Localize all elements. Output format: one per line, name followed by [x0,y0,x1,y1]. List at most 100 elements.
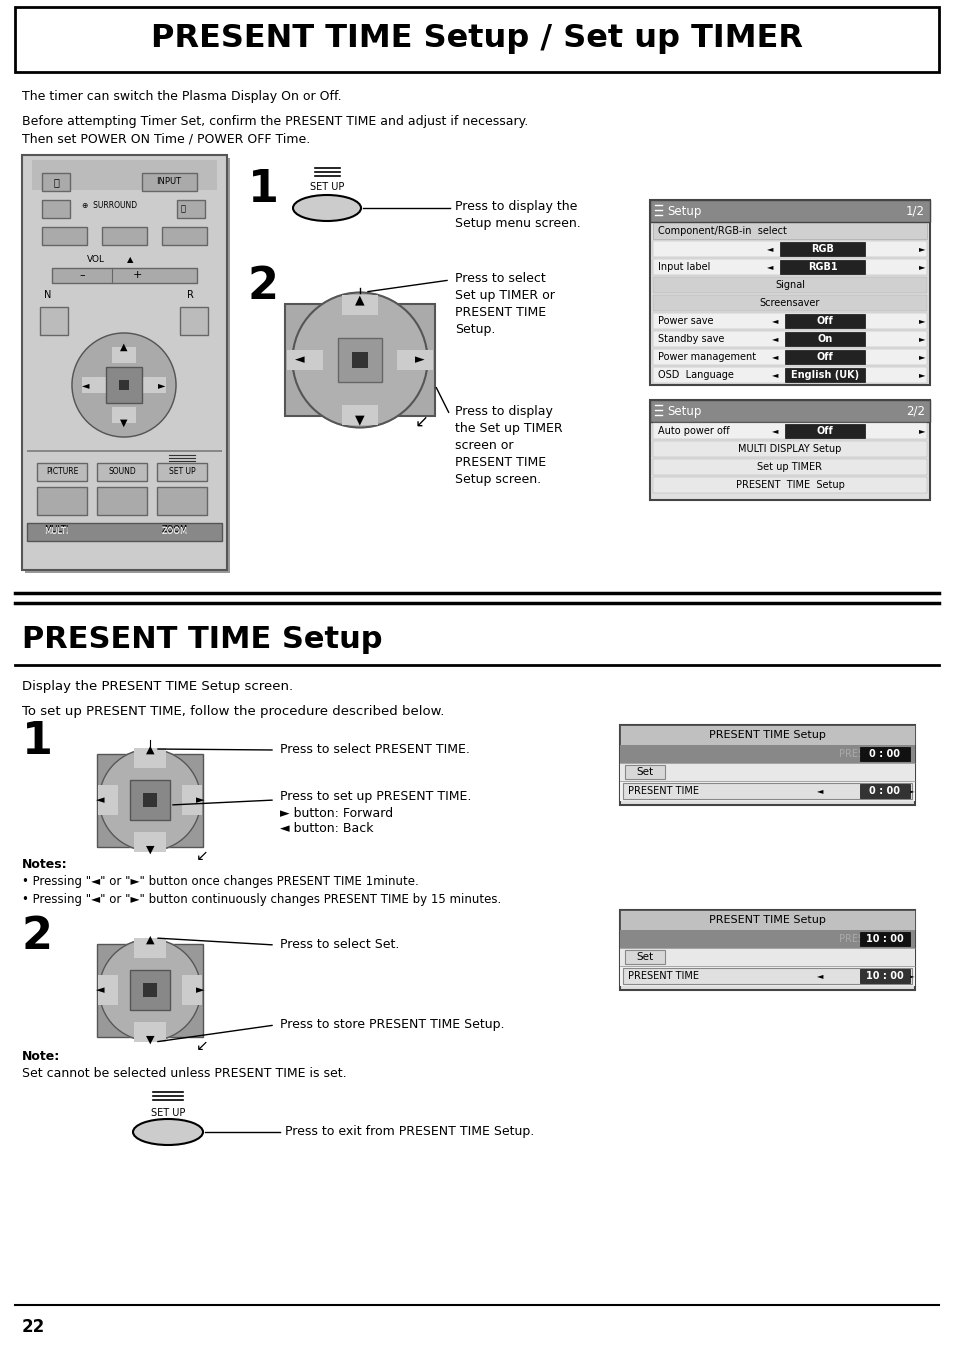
Bar [622,969,911,984]
Text: Signal: Signal [774,280,804,290]
Bar [649,400,929,422]
Bar [22,155,227,570]
Bar [133,832,166,852]
Bar [780,259,864,274]
Bar [106,367,142,403]
Text: PRESENT TIME Setup: PRESENT TIME Setup [22,626,382,654]
Text: ⊕  SURROUND: ⊕ SURROUND [82,201,137,211]
Text: 22: 22 [22,1319,45,1336]
Bar [652,313,926,330]
Text: ◄: ◄ [771,335,778,343]
Text: PRESENT  TIME  Setup: PRESENT TIME Setup [735,480,843,490]
Text: ►: ► [195,985,204,994]
Text: Press to exit from PRESENT TIME Setup.: Press to exit from PRESENT TIME Setup. [285,1125,534,1138]
Circle shape [293,293,427,427]
Text: ◄: ◄ [82,380,90,390]
Text: ◄: ◄ [771,353,778,362]
Text: Setup: Setup [666,404,700,417]
Bar [624,950,664,965]
Text: SET UP: SET UP [151,1108,185,1119]
Text: Press to display the
Setup menu screen.: Press to display the Setup menu screen. [455,200,580,230]
Text: ►: ► [158,380,166,390]
Text: ►: ► [918,316,924,326]
Text: ► button: Forward: ► button: Forward [280,807,393,820]
Text: MULTI DISPLAY Setup: MULTI DISPLAY Setup [738,444,841,454]
Bar [652,223,926,239]
Text: –: – [79,270,85,280]
Ellipse shape [293,195,360,222]
Bar [649,200,929,385]
Bar [27,450,222,453]
Bar [180,307,208,335]
Bar [143,984,157,997]
Text: 10 : 00: 10 : 00 [865,934,902,944]
Text: R: R [187,290,193,300]
Text: 0 : 00: 0 : 00 [868,786,900,796]
Text: PRESENT TIME Setup: PRESENT TIME Setup [708,915,824,925]
Bar [143,793,157,807]
Bar [859,784,909,798]
Bar [652,259,926,276]
Text: ⏻: ⏻ [53,177,59,186]
Text: SET UP: SET UP [310,182,344,192]
Bar [784,332,864,346]
Text: ►: ► [918,262,924,272]
Text: ►: ► [918,427,924,435]
Text: ▼: ▼ [355,413,364,427]
Bar [622,784,911,798]
Bar [98,785,118,815]
Text: PRESENT TIME: PRESENT TIME [627,786,699,796]
Text: 10 : 00: 10 : 00 [865,971,902,981]
Bar [32,159,216,190]
Text: ◄: ◄ [771,316,778,326]
Text: Off: Off [816,426,833,436]
Text: SOUND: SOUND [108,467,135,477]
Bar [652,331,926,347]
Bar [619,948,914,966]
Bar [784,313,864,328]
Bar [102,227,147,245]
Text: ◄: ◄ [816,971,822,981]
Bar [42,200,70,218]
Bar [396,350,433,370]
Bar [133,938,166,958]
Text: ►: ► [907,971,913,981]
Text: ↙: ↙ [195,1038,208,1052]
Bar [652,349,926,365]
Circle shape [99,750,201,851]
Bar [42,227,87,245]
Text: ►: ► [918,370,924,380]
Text: Power save: Power save [658,316,713,326]
Text: ▲: ▲ [355,293,364,307]
Bar [97,754,202,847]
Bar [784,367,864,382]
Text: OSD  Language: OSD Language [658,370,733,380]
Text: Screensaver: Screensaver [759,299,820,308]
Text: RGB1: RGB1 [807,262,837,272]
Text: ↙: ↙ [195,847,208,862]
Bar [182,785,202,815]
Text: Set cannot be selected unless PRESENT TIME is set.: Set cannot be selected unless PRESENT TI… [22,1067,346,1079]
Text: ►: ► [907,786,913,796]
Text: 0 : 00: 0 : 00 [868,748,900,759]
Text: Component/RGB-in  select: Component/RGB-in select [658,226,786,236]
Bar [37,486,87,515]
Text: MULTI: MULTI [44,527,69,536]
Text: English (UK): English (UK) [790,370,858,380]
Text: Press to select PRESENT TIME.: Press to select PRESENT TIME. [280,743,470,757]
Bar [619,744,914,763]
Text: MULTI: MULTI [44,526,69,534]
Bar [42,173,70,190]
Bar [133,1021,166,1042]
Text: ►: ► [918,353,924,362]
Bar [119,380,129,390]
Text: ►: ► [918,335,924,343]
Bar [142,377,166,393]
Text: 2/2: 2/2 [905,404,924,417]
Text: ZOOM: ZOOM [162,527,188,536]
Text: 1: 1 [248,168,278,211]
Bar [652,240,926,257]
Text: Press to store PRESENT TIME Setup.: Press to store PRESENT TIME Setup. [280,1019,504,1031]
Text: Off: Off [816,316,833,326]
Text: ↙: ↙ [415,413,429,431]
